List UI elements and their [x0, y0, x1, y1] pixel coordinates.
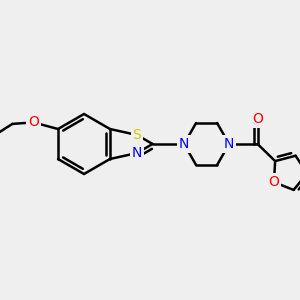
Text: S: S [133, 128, 141, 142]
Text: O: O [28, 116, 39, 129]
Text: N: N [224, 137, 234, 151]
Text: O: O [268, 175, 279, 189]
Text: N: N [179, 137, 189, 151]
Text: N: N [132, 146, 142, 160]
Text: O: O [252, 112, 263, 125]
